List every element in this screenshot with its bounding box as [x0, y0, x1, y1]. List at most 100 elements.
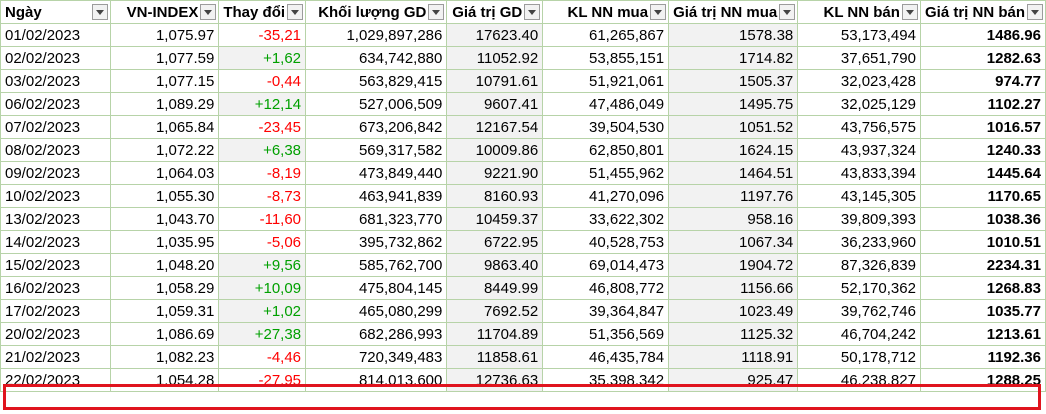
foreign-sell-volume-cell: 32,025,129 — [797, 92, 921, 116]
volume-cell: 585,762,700 — [305, 253, 448, 277]
column-header-foreign-buy-value: Giá trị NN mua — [668, 0, 799, 24]
date-cell: 17/02/2023 — [0, 299, 111, 323]
date-cell: 07/02/2023 — [0, 115, 111, 139]
column-header-volume: Khối lượng GD — [305, 0, 448, 24]
volume-cell: 681,323,770 — [305, 207, 448, 231]
volume-cell: 463,941,839 — [305, 184, 448, 208]
index-cell: 1,086.69 — [109, 322, 220, 346]
column-header-value: Giá trị GD — [446, 0, 544, 24]
table-row: 14/02/2023 1,035.95 -5,06 395,732,862 6722.9… — [0, 230, 1046, 254]
value-cell: 12736.63 — [446, 368, 544, 392]
foreign-sell-value-cell: 1268.83 — [919, 276, 1046, 300]
date-cell: 06/02/2023 — [0, 92, 111, 116]
change-cell: +27,38 — [218, 322, 307, 346]
table-row: 13/02/2023 1,043.70 -11,60 681,323,770 10459… — [0, 207, 1046, 231]
foreign-buy-volume-cell: 39,364,847 — [542, 299, 670, 323]
filter-dropdown-icon[interactable] — [650, 4, 667, 20]
volume-cell: 1,029,897,286 — [305, 23, 448, 47]
foreign-buy-volume-cell: 53,855,151 — [542, 46, 670, 70]
foreign-buy-volume-cell: 46,435,784 — [542, 345, 670, 369]
date-cell: 01/02/2023 — [0, 23, 111, 47]
change-cell: +6,38 — [218, 138, 307, 162]
foreign-buy-value-cell: 1505.37 — [668, 69, 799, 93]
foreign-sell-volume-cell: 50,178,712 — [797, 345, 921, 369]
filter-dropdown-icon[interactable] — [200, 4, 217, 20]
filter-dropdown-icon[interactable] — [428, 4, 445, 20]
date-cell: 15/02/2023 — [0, 253, 111, 277]
foreign-sell-value-cell: 1445.64 — [919, 161, 1046, 185]
table-row: 21/02/2023 1,082.23 -4,46 720,349,483 11858.… — [0, 345, 1046, 369]
foreign-sell-value-cell: 974.77 — [919, 69, 1046, 93]
table-row: 10/02/2023 1,055.30 -8,73 463,941,839 8160.9… — [0, 184, 1046, 208]
value-cell: 11052.92 — [446, 46, 544, 70]
foreign-sell-value-cell: 2234.31 — [919, 253, 1046, 277]
index-cell: 1,058.29 — [109, 276, 220, 300]
table-row: 03/02/2023 1,077.15 -0,44 563,829,415 10791.… — [0, 69, 1046, 93]
column-header-foreign-sell-value: Giá trị NN bán — [919, 0, 1046, 24]
date-cell: 22/02/2023 — [0, 368, 111, 392]
foreign-sell-volume-cell: 52,170,362 — [797, 276, 921, 300]
date-cell: 13/02/2023 — [0, 207, 111, 231]
column-header-foreign-buy-volume: KL NN mua — [542, 0, 670, 24]
volume-cell: 720,349,483 — [305, 345, 448, 369]
foreign-sell-volume-cell: 32,023,428 — [797, 69, 921, 93]
foreign-buy-volume-cell: 39,504,530 — [542, 115, 670, 139]
filter-dropdown-icon[interactable] — [287, 4, 304, 20]
foreign-sell-value-cell: 1035.77 — [919, 299, 1046, 323]
foreign-buy-volume-cell: 62,850,801 — [542, 138, 670, 162]
value-cell: 6722.95 — [446, 230, 544, 254]
volume-cell: 682,286,993 — [305, 322, 448, 346]
foreign-buy-volume-cell: 61,265,867 — [542, 23, 670, 47]
volume-cell: 569,317,582 — [305, 138, 448, 162]
filter-dropdown-icon[interactable] — [1027, 4, 1043, 20]
value-cell: 7692.52 — [446, 299, 544, 323]
value-cell: 17623.40 — [446, 23, 544, 47]
change-cell: -27,95 — [218, 368, 307, 392]
change-cell: +1,62 — [218, 46, 307, 70]
date-cell: 03/02/2023 — [0, 69, 111, 93]
date-cell: 10/02/2023 — [0, 184, 111, 208]
table-row: 20/02/2023 1,086.69 +27,38 682,286,993 11704… — [0, 322, 1046, 346]
index-cell: 1,035.95 — [109, 230, 220, 254]
index-cell: 1,075.97 — [109, 23, 220, 47]
change-cell: +1,02 — [218, 299, 307, 323]
index-cell: 1,065.84 — [109, 115, 220, 139]
change-cell: -5,06 — [218, 230, 307, 254]
date-cell: 14/02/2023 — [0, 230, 111, 254]
foreign-buy-volume-cell: 51,455,962 — [542, 161, 670, 185]
index-cell: 1,043.70 — [109, 207, 220, 231]
filter-dropdown-icon[interactable] — [524, 4, 541, 20]
foreign-buy-volume-cell: 51,921,061 — [542, 69, 670, 93]
value-cell: 10459.37 — [446, 207, 544, 231]
date-cell: 16/02/2023 — [0, 276, 111, 300]
filter-dropdown-icon[interactable] — [91, 4, 108, 20]
change-cell: -8,19 — [218, 161, 307, 185]
volume-cell: 634,742,880 — [305, 46, 448, 70]
header-row: Ngày VN-INDEX Thay đổi Khối lượng GD Giá… — [0, 0, 1046, 24]
foreign-sell-value-cell: 1038.36 — [919, 207, 1046, 231]
foreign-sell-volume-cell: 37,651,790 — [797, 46, 921, 70]
foreign-buy-value-cell: 1624.15 — [668, 138, 799, 162]
filter-dropdown-icon[interactable] — [779, 4, 796, 20]
index-cell: 1,048.20 — [109, 253, 220, 277]
date-cell: 08/02/2023 — [0, 138, 111, 162]
change-cell: -0,44 — [218, 69, 307, 93]
foreign-buy-value-cell: 1197.76 — [668, 184, 799, 208]
filter-dropdown-icon[interactable] — [901, 4, 918, 20]
foreign-sell-volume-cell: 43,833,394 — [797, 161, 921, 185]
market-data-table: Ngày VN-INDEX Thay đổi Khối lượng GD Giá… — [0, 0, 1046, 392]
value-cell: 9221.90 — [446, 161, 544, 185]
index-cell: 1,059.31 — [109, 299, 220, 323]
foreign-sell-value-cell: 1010.51 — [919, 230, 1046, 254]
index-cell: 1,089.29 — [109, 92, 220, 116]
table-row: 01/02/2023 1,075.97 -35,21 1,029,897,286 176… — [0, 23, 1046, 47]
volume-cell: 473,849,440 — [305, 161, 448, 185]
volume-cell: 563,829,415 — [305, 69, 448, 93]
value-cell: 10791.61 — [446, 69, 544, 93]
foreign-buy-value-cell: 1464.51 — [668, 161, 799, 185]
table-row: 07/02/2023 1,065.84 -23,45 673,206,842 12167… — [0, 115, 1046, 139]
change-cell: +10,09 — [218, 276, 307, 300]
foreign-sell-value-cell: 1102.27 — [919, 92, 1046, 116]
foreign-buy-volume-cell: 41,270,096 — [542, 184, 670, 208]
volume-cell: 465,080,299 — [305, 299, 448, 323]
